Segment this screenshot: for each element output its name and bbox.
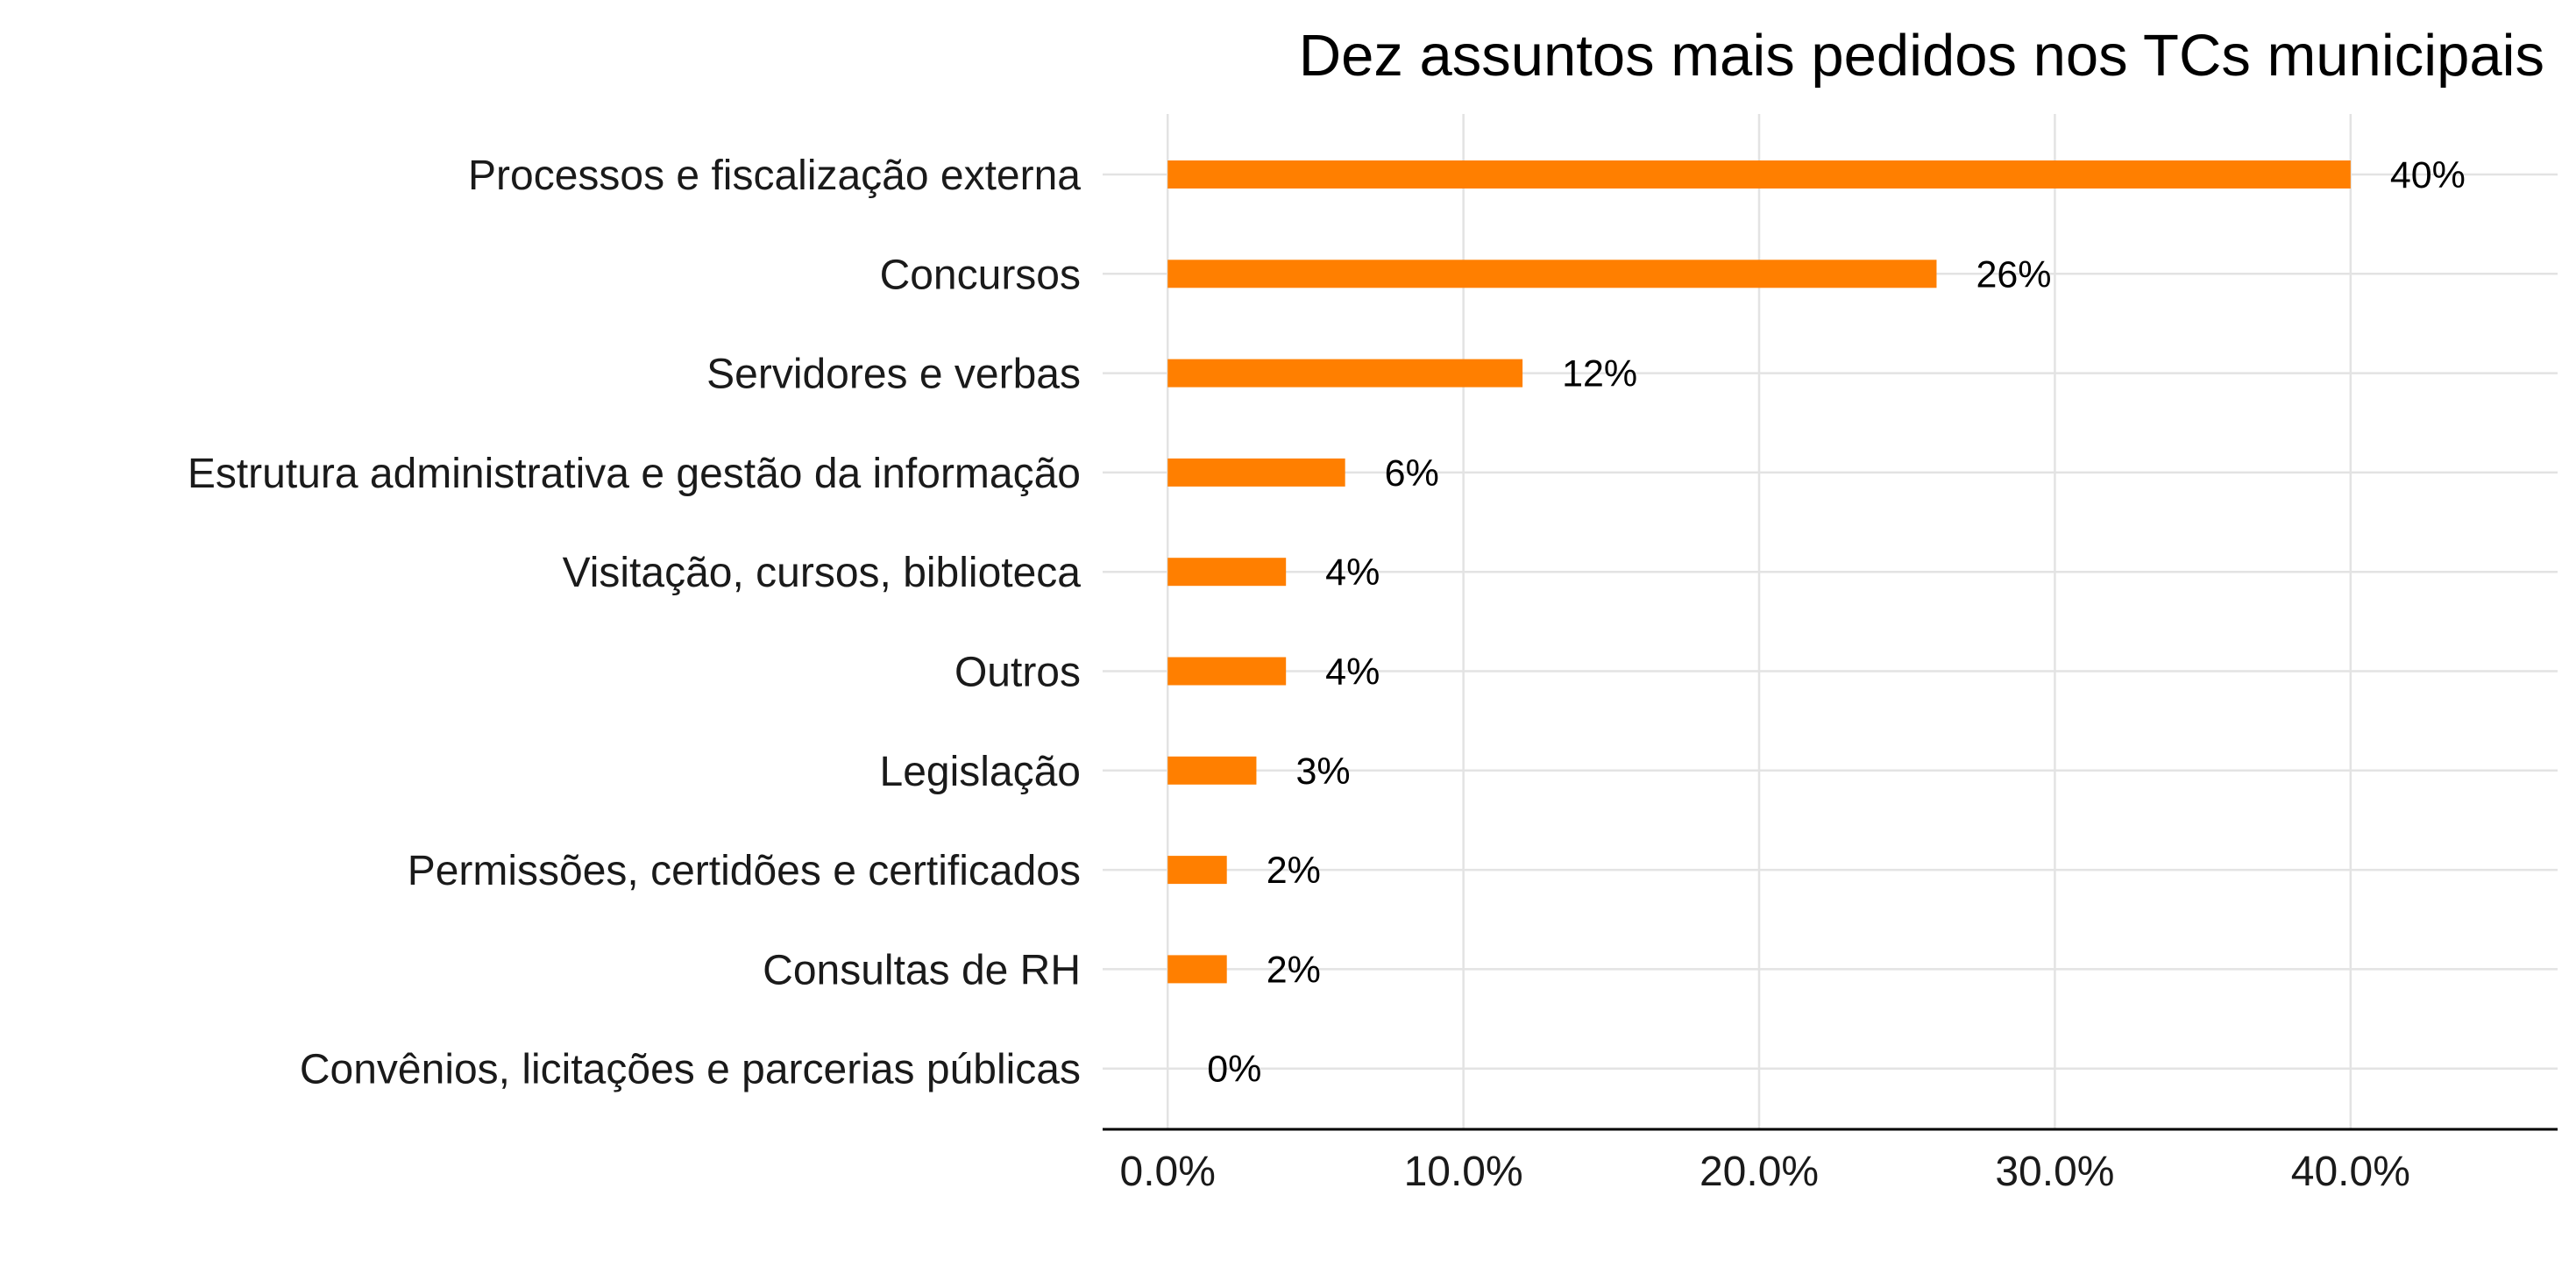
- data-label: 3%: [1295, 751, 1350, 793]
- data-label: 26%: [1976, 253, 2051, 295]
- category-label: Processos e fiscalização externa: [468, 153, 1081, 199]
- x-tick-label: 30.0%: [1995, 1149, 2114, 1195]
- bars: [1167, 160, 2351, 984]
- bar: [1167, 359, 1523, 388]
- data-label: 12%: [1562, 353, 1637, 395]
- category-label: Concursos: [880, 252, 1081, 298]
- bar: [1167, 558, 1287, 587]
- category-label: Outros: [954, 650, 1081, 696]
- bar: [1167, 160, 2351, 189]
- bar: [1167, 756, 1257, 785]
- x-tick-label: 10.0%: [1404, 1149, 1523, 1195]
- data-label: 40%: [2390, 154, 2466, 196]
- chart-title: Dez assuntos mais pedidos nos TCs munici…: [1299, 23, 2544, 89]
- data-label: 4%: [1325, 651, 1380, 694]
- category-label: Permissões, certidões e certificados: [408, 848, 1081, 894]
- category-label: Servidores e verbas: [706, 352, 1081, 398]
- x-tick-label: 40.0%: [2291, 1149, 2410, 1195]
- data-labels: 40% 26% 12% 6% 4% 4% 3% 2% 2% 0%: [1207, 154, 2466, 1091]
- category-label: Consultas de RH: [763, 947, 1081, 993]
- category-label: Estrutura administrativa e gestão da inf…: [188, 451, 1081, 497]
- x-tick-label: 20.0%: [1700, 1149, 1819, 1195]
- category-label: Convênios, licitações e parcerias públic…: [300, 1047, 1081, 1093]
- category-label: Legislação: [880, 749, 1082, 795]
- category-labels: Processos e fiscalização externa Concurso…: [188, 153, 1081, 1093]
- data-label: 6%: [1385, 452, 1439, 495]
- bar: [1167, 955, 1227, 984]
- bar: [1167, 458, 1345, 487]
- data-label: 2%: [1267, 850, 1321, 892]
- x-tick-label: 0.0%: [1120, 1149, 1216, 1195]
- category-label: Visitação, cursos, biblioteca: [563, 550, 1082, 596]
- x-axis-ticks: 0.0% 10.0% 20.0% 30.0% 40.0%: [1120, 1149, 2410, 1195]
- data-label: 2%: [1267, 949, 1321, 991]
- bar: [1167, 657, 1287, 686]
- bar: [1167, 260, 1937, 288]
- bar: [1167, 856, 1227, 885]
- data-label: 0%: [1207, 1049, 1261, 1091]
- data-label: 4%: [1325, 551, 1380, 594]
